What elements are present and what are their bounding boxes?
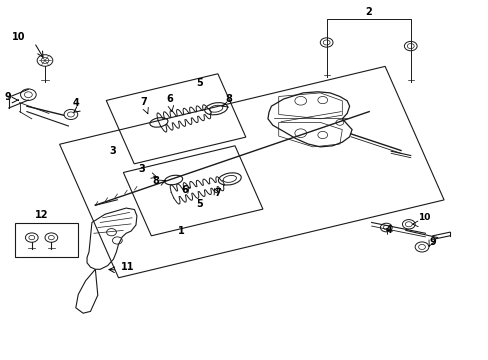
Text: 7: 7 (214, 188, 221, 198)
Text: 9: 9 (5, 92, 12, 102)
Text: 6: 6 (181, 185, 188, 195)
Text: 11: 11 (121, 262, 135, 272)
Text: 4: 4 (385, 225, 391, 235)
Text: 5: 5 (196, 199, 203, 209)
Text: 2: 2 (365, 7, 371, 17)
Text: 8: 8 (152, 176, 159, 186)
Text: 4: 4 (72, 98, 79, 108)
Text: 7: 7 (140, 97, 146, 107)
Text: 9: 9 (428, 237, 435, 247)
Text: 3: 3 (109, 146, 116, 156)
Text: 12: 12 (35, 210, 48, 220)
Text: 8: 8 (225, 94, 232, 104)
Text: 1: 1 (177, 226, 184, 236)
Bar (15, 223, 78, 257)
Text: 5: 5 (196, 78, 203, 88)
Text: 10: 10 (12, 32, 26, 42)
Text: 6: 6 (166, 94, 173, 104)
Text: 10: 10 (417, 213, 429, 222)
Text: 3: 3 (138, 164, 145, 174)
